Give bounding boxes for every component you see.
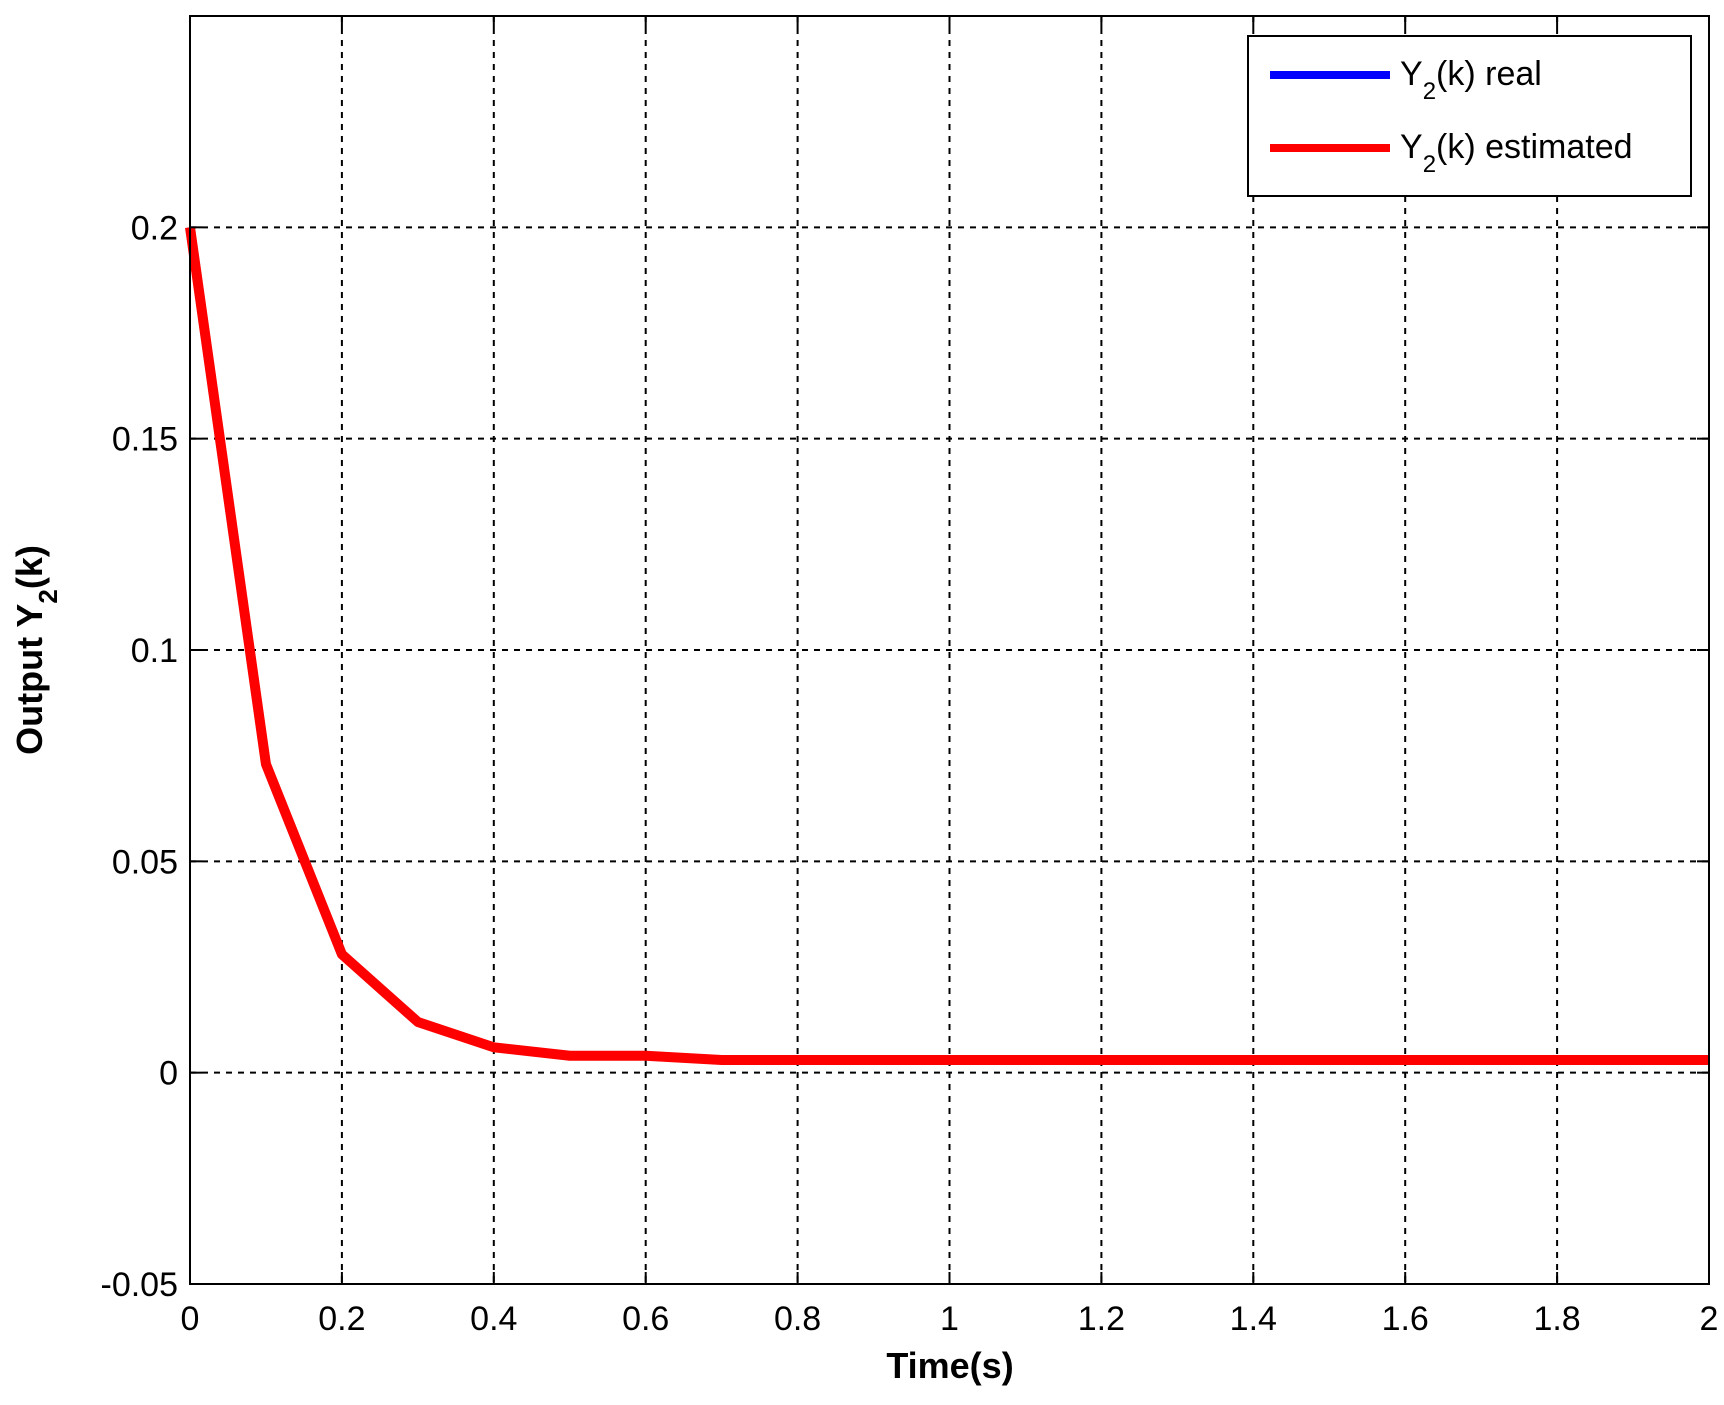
legend-box bbox=[1247, 35, 1692, 197]
y-tick-label: 0.2 bbox=[131, 209, 178, 247]
x-tick-label: 1.6 bbox=[1382, 1300, 1429, 1338]
y-tick-label: 0.1 bbox=[131, 632, 178, 670]
y-tick-label: 0 bbox=[159, 1055, 178, 1093]
x-axis-label: Time(s) bbox=[886, 1345, 1013, 1386]
legend: Y2(k) real Y2(k) estimated bbox=[1247, 35, 1692, 197]
x-tick-label: 1.8 bbox=[1533, 1300, 1580, 1338]
x-tick-label: 1 bbox=[940, 1300, 959, 1338]
y-tick-labels: -0.05 0 0.05 0.1 0.15 0.2 bbox=[101, 209, 179, 1304]
x-tick-label: 0.6 bbox=[622, 1300, 669, 1338]
x-tick-label: 2 bbox=[1700, 1300, 1719, 1338]
x-tick-label: 0 bbox=[181, 1300, 200, 1338]
grid-lines bbox=[190, 16, 1709, 1284]
x-tick-labels: 0 0.2 0.4 0.6 0.8 1 1.2 1.4 1.6 1.8 2 bbox=[181, 1300, 1719, 1338]
y-axis-label: Output Y2(k) bbox=[9, 545, 63, 755]
x-tick-label: 0.8 bbox=[774, 1300, 821, 1338]
legend-label-real: Y2(k) real bbox=[1400, 55, 1542, 105]
y-tick-label: 0.15 bbox=[112, 421, 178, 459]
axis-ticks bbox=[189, 16, 1710, 1285]
legend-label-estimated: Y2(k) estimated bbox=[1400, 128, 1633, 178]
series-line-estimated bbox=[185, 226, 1709, 1065]
x-tick-label: 1.4 bbox=[1230, 1300, 1277, 1338]
y-tick-label: 0.05 bbox=[112, 843, 178, 881]
x-tick-label: 1.2 bbox=[1078, 1300, 1125, 1338]
legend-entry-real: Y2(k) real bbox=[1270, 55, 1542, 105]
series-lines bbox=[185, 226, 1709, 1065]
legend-entry-estimated: Y2(k) estimated bbox=[1270, 128, 1633, 178]
x-tick-label: 0.2 bbox=[318, 1300, 365, 1338]
x-tick-label: 0.4 bbox=[470, 1300, 517, 1338]
y-tick-label: -0.05 bbox=[101, 1266, 179, 1304]
